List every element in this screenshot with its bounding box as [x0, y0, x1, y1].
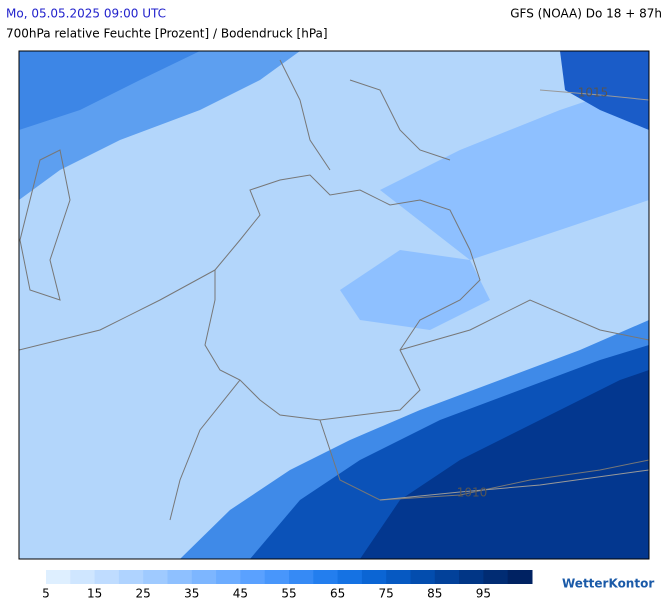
humid-band: [380, 80, 649, 260]
map-frame: [18, 50, 650, 560]
legend-swatch: [386, 570, 411, 584]
legend-swatch: [240, 570, 266, 584]
border: [19, 59, 649, 521]
legend-swatch: [167, 570, 193, 584]
legend-swatch: [289, 570, 314, 584]
legend-tick-label: 85: [427, 587, 442, 600]
humid-band: [340, 250, 490, 330]
map: 1015 1010: [18, 50, 650, 560]
legend-swatch: [94, 570, 120, 584]
model-label: GFS (NOAA) Do 18 + 87h: [510, 7, 662, 21]
legend-tick-label: 55: [281, 587, 296, 600]
humid-band: [360, 370, 649, 559]
legend-swatch: [216, 570, 241, 584]
legend-swatch: [70, 570, 96, 584]
legend-tick-label: 75: [379, 587, 394, 600]
legend-tick-label: 35: [184, 587, 199, 600]
legend-swatch: [337, 570, 363, 584]
brand: WetterKontor: [562, 577, 654, 591]
border: [204, 174, 481, 421]
legend-swatch: [483, 570, 509, 584]
legend-swatch: [143, 570, 168, 584]
legend: 5 15 25 35 45 55 65 75 85 95: [42, 570, 533, 600]
isobar-label: 1010: [457, 486, 488, 500]
date-label: Mo, 05.05.2025 09:00 UTC: [6, 7, 166, 21]
legend-swatch: [46, 570, 71, 584]
legend-swatch: [361, 570, 387, 584]
legend-swatch: [264, 570, 290, 584]
isobar: [379, 469, 649, 501]
humid-band: [560, 51, 649, 130]
legend-swatch: [507, 570, 533, 584]
legend-tick-label: 25: [136, 587, 151, 600]
legend-tick-label: 5: [42, 587, 50, 600]
legend-tick-label: 15: [87, 587, 102, 600]
subtitle: 700hPa relative Feuchte [Prozent] / Bode…: [6, 27, 328, 41]
legend-swatch: [191, 570, 217, 584]
legend-swatch: [410, 570, 436, 584]
legend-swatch: [434, 570, 460, 584]
isobar-label: 1015: [578, 86, 609, 100]
legend-tick-label: 45: [233, 587, 248, 600]
legend-swatch: [118, 570, 144, 584]
legend-swatch: [313, 570, 339, 584]
legend-tick-label: 95: [476, 587, 491, 600]
humid-band: [19, 51, 200, 130]
legend-swatch: [459, 570, 484, 584]
isobar: [539, 89, 649, 101]
legend-tick-label: 65: [330, 587, 345, 600]
coastline: [19, 149, 71, 301]
